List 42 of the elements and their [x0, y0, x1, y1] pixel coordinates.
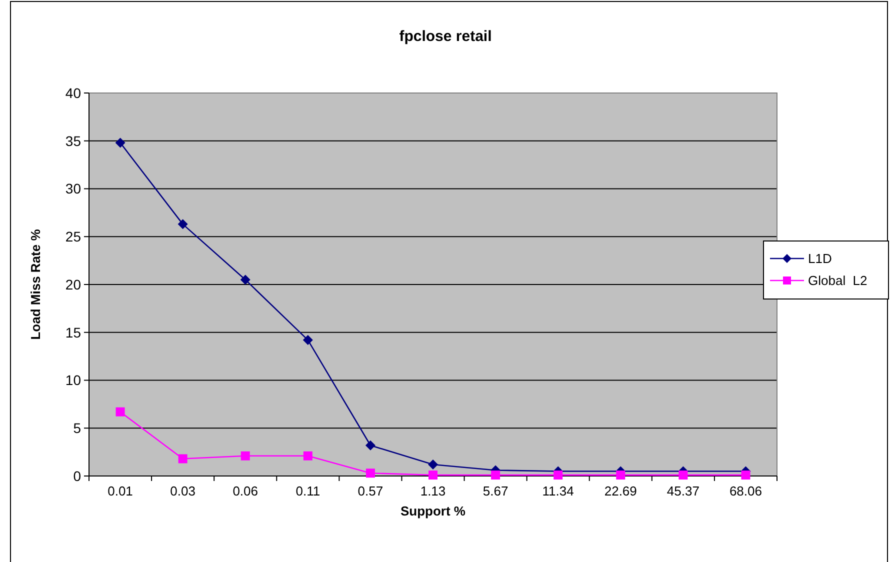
- y-tick-label: 10: [65, 372, 82, 388]
- legend-label: L1D: [808, 251, 832, 266]
- point: [178, 219, 188, 230]
- point: [115, 138, 126, 148]
- point: [616, 470, 626, 480]
- y-tick-label: 15: [65, 324, 82, 340]
- point: [366, 468, 375, 478]
- x-tick-label: 0.01: [108, 484, 133, 499]
- x-tick-label: 5.67: [482, 484, 508, 499]
- point: [302, 335, 313, 346]
- point: [116, 407, 125, 416]
- chart-title: fpclose retail: [399, 28, 492, 45]
- x-tick-label: 0.11: [296, 484, 320, 499]
- x-tick-label: 45.37: [666, 484, 700, 499]
- point: [303, 451, 312, 460]
- y-tick-label: 5: [73, 420, 82, 436]
- point: [240, 274, 250, 285]
- point: [428, 470, 438, 480]
- legend-label: Global L2: [808, 273, 868, 288]
- point: [491, 470, 500, 480]
- x-tick-label: 1.13: [420, 484, 446, 499]
- x-tick-label: 0.03: [170, 484, 196, 499]
- x-axis-title: Support %: [400, 504, 466, 519]
- x-tick-label: 22.69: [604, 484, 637, 499]
- point: [178, 454, 188, 464]
- y-tick-label: 20: [65, 276, 82, 292]
- y-tick-label: 30: [65, 180, 82, 197]
- point: [554, 470, 563, 480]
- y-tick-label: 0: [73, 468, 82, 484]
- point: [678, 470, 688, 480]
- x-tick-label: 0.57: [358, 484, 384, 499]
- x-tick-label: 68.06: [729, 484, 762, 499]
- point: [741, 470, 750, 480]
- y-axis-title: Load Miss Rate %: [28, 228, 43, 340]
- y-tick-label: 40: [65, 84, 82, 101]
- point: [365, 440, 376, 450]
- point: [240, 451, 250, 460]
- point: [428, 460, 438, 470]
- x-tick-label: 0.06: [232, 484, 258, 499]
- x-tick-label: 11.34: [542, 484, 574, 499]
- y-tick-label: 25: [65, 228, 82, 245]
- y-tick-label: 35: [65, 132, 82, 149]
